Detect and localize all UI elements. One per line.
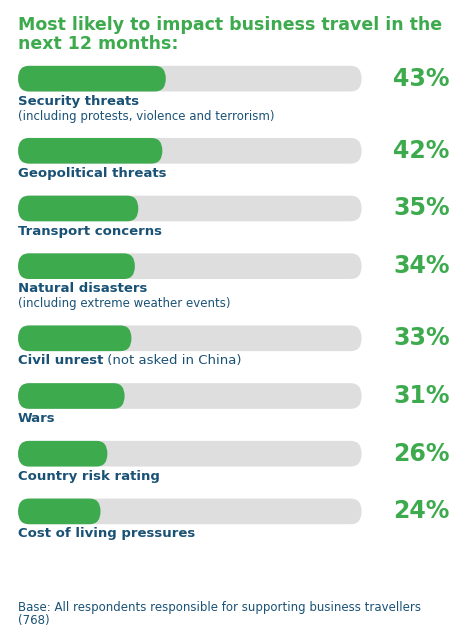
Text: 43%: 43%: [392, 67, 449, 91]
Text: Security threats: Security threats: [18, 95, 139, 107]
Text: (768): (768): [18, 614, 50, 626]
Text: 42%: 42%: [392, 139, 449, 163]
Text: Country risk rating: Country risk rating: [18, 470, 160, 483]
Text: (not asked in China): (not asked in China): [103, 354, 241, 368]
FancyBboxPatch shape: [18, 326, 131, 351]
Text: 26%: 26%: [392, 441, 449, 466]
FancyBboxPatch shape: [18, 253, 134, 279]
Text: 34%: 34%: [392, 254, 449, 278]
Text: Wars: Wars: [18, 412, 55, 425]
Text: 35%: 35%: [392, 197, 449, 221]
Text: (including extreme weather events): (including extreme weather events): [18, 297, 230, 310]
Text: 31%: 31%: [392, 384, 449, 408]
Text: Geopolitical threats: Geopolitical threats: [18, 167, 166, 180]
FancyBboxPatch shape: [18, 383, 124, 409]
Text: Civil unrest: Civil unrest: [18, 354, 103, 368]
Text: 33%: 33%: [392, 326, 449, 350]
Text: next 12 months:: next 12 months:: [18, 35, 178, 53]
FancyBboxPatch shape: [18, 66, 361, 92]
FancyBboxPatch shape: [18, 326, 361, 351]
FancyBboxPatch shape: [18, 441, 107, 467]
FancyBboxPatch shape: [18, 499, 361, 524]
Text: Base: All respondents responsible for supporting business travellers: Base: All respondents responsible for su…: [18, 601, 420, 614]
FancyBboxPatch shape: [18, 138, 361, 163]
FancyBboxPatch shape: [18, 66, 166, 92]
FancyBboxPatch shape: [18, 441, 361, 467]
FancyBboxPatch shape: [18, 138, 162, 163]
FancyBboxPatch shape: [18, 499, 100, 524]
Text: Natural disasters: Natural disasters: [18, 282, 147, 295]
Text: (including protests, violence and terrorism): (including protests, violence and terror…: [18, 109, 274, 123]
FancyBboxPatch shape: [18, 253, 361, 279]
FancyBboxPatch shape: [18, 196, 138, 221]
Text: 24%: 24%: [392, 499, 449, 523]
Text: Most likely to impact business travel in the: Most likely to impact business travel in…: [18, 16, 441, 34]
FancyBboxPatch shape: [18, 196, 361, 221]
FancyBboxPatch shape: [18, 383, 361, 409]
Text: Transport concerns: Transport concerns: [18, 225, 162, 237]
Text: Cost of living pressures: Cost of living pressures: [18, 527, 195, 541]
